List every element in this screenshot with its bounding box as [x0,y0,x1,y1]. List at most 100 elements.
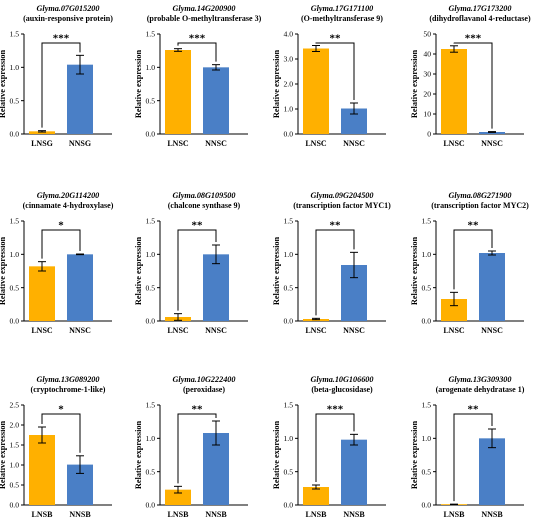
y-tick-label: 1.5 [422,401,432,410]
category-label: LNSC [31,326,53,335]
y-tick-label: 1.0 [284,434,294,443]
significance-label: * [58,220,64,232]
bar [479,132,505,134]
chart-title: Glyma.13G309300 [449,375,512,384]
chart-subtitle: (transcription factor MYC2) [431,201,529,210]
y-axis-label: Relative expression [272,49,281,118]
significance-bracket [41,229,81,259]
chart-title: Glyma.07G015200 [37,4,100,13]
bar [203,254,229,321]
chart-title: Glyma.14G200900 [173,4,236,13]
chart-panel: Glyma.17G171100(O-methyltransferase 9) Re… [272,4,386,148]
chart-title: Glyma.08G271900 [449,191,512,200]
category-label: LNSB [32,510,54,519]
chart-panel: Glyma.08G271900(transcription factor MYC… [410,191,529,335]
y-tick-label: 1.5 [422,217,432,226]
y-tick-label: 1.5 [146,401,156,410]
significance-bracket [41,42,81,128]
y-tick-label: 0.5 [146,467,156,476]
y-axis-label: Relative expression [134,236,143,305]
chart-panel: Glyma.17G173200(dihydroflavanol 4-reduct… [410,4,531,148]
bar [441,299,467,321]
y-tick-label: 0.0 [10,317,20,326]
category-label: LNSC [167,139,189,148]
category-label: NNSB [481,510,503,519]
chart-panel: Glyma.20G114200(cinnamate 4-hydroxylase)… [0,191,114,335]
category-label: NNSC [343,326,365,335]
chart-title: Glyma.10G106600 [311,375,374,384]
y-tick-label: 0.5 [146,96,156,105]
significance-bracket [41,413,81,453]
chart-title: Glyma.09G204500 [311,191,374,200]
bar [165,489,191,505]
y-tick-label: 1.0 [10,63,20,72]
y-tick-label: 1.5 [146,30,156,39]
bar [67,64,93,134]
chart-title: Glyma.20G114200 [37,191,100,200]
significance-label: ** [468,220,480,232]
chart-subtitle: (peroxidase) [183,385,225,394]
y-tick-label: 40 [423,50,431,59]
y-tick-label: 0.0 [146,130,156,139]
category-label: NNSG [69,139,91,148]
y-tick-label: 0.0 [284,317,294,326]
chart-panel: Glyma.07G015200(auxin-responsive protein… [0,4,113,148]
chart-panel: Glyma.09G204500(transcription factor MYC… [272,191,391,335]
significance-label: *** [189,33,206,45]
chart-subtitle: (beta-glucosidase) [311,385,373,394]
chart-subtitle: (auxin-responsive protein) [23,14,113,23]
chart-subtitle: (probable O-methyltransferase 3) [147,14,262,23]
y-tick-label: 1.0 [284,250,294,259]
y-tick-label: 4.0 [284,30,294,39]
significance-label: ** [330,220,342,232]
category-label: NNSC [205,326,227,335]
y-tick-label: 2.0 [284,80,294,89]
bar [67,254,93,321]
y-tick-label: 1.0 [284,105,294,114]
y-tick-label: 1.5 [284,217,294,226]
category-label: NNSC [69,326,91,335]
category-label: LNSC [305,326,327,335]
y-tick-label: 1.5 [10,217,20,226]
y-tick-label: 1.0 [10,461,20,470]
y-tick-label: 0.5 [10,96,20,105]
y-tick-label: 1.5 [146,217,156,226]
significance-bracket [177,413,217,484]
category-label: NNSB [205,510,227,519]
y-axis-label: Relative expression [410,236,419,305]
chart-panel: Glyma.13G309300(arogenate dehydratase 1)… [410,375,525,519]
bar [303,487,329,505]
y-tick-label: 1.5 [10,30,20,39]
y-tick-label: 0.5 [10,283,20,292]
category-label: LNSB [306,510,328,519]
significance-bracket [315,413,355,482]
y-tick-label: 10 [423,110,431,119]
category-label: LNSC [167,326,189,335]
y-axis-label: Relative expression [410,420,419,489]
significance-label: *** [465,33,482,45]
chart-subtitle: (dihydroflavanol 4-reductase) [429,14,531,23]
y-tick-label: 1.0 [146,250,156,259]
significance-label: ** [192,220,204,232]
y-tick-label: 0 [427,130,431,139]
chart-subtitle: (transcription factor MYC1) [293,201,391,210]
category-label: NNSC [481,326,503,335]
y-tick-label: 2.0 [10,421,20,430]
category-label: LNSG [31,139,53,148]
bar [165,50,191,134]
significance-bracket [177,229,217,311]
chart-subtitle: (O-methyltransferase 9) [301,14,383,23]
significance-label: *** [53,33,70,45]
y-tick-label: 0.5 [284,283,294,292]
chart-title: Glyma.08G109500 [173,191,236,200]
bar [303,48,329,134]
y-tick-label: 3.0 [284,55,294,64]
category-label: NNSC [205,139,227,148]
y-tick-label: 1.0 [146,434,156,443]
y-axis-label: Relative expression [272,420,281,489]
y-tick-label: 0.5 [284,467,294,476]
y-tick-label: 2.5 [10,401,20,410]
significance-bracket [315,229,355,316]
chart-subtitle: (cinnamate 4-hydroxylase) [23,201,114,210]
